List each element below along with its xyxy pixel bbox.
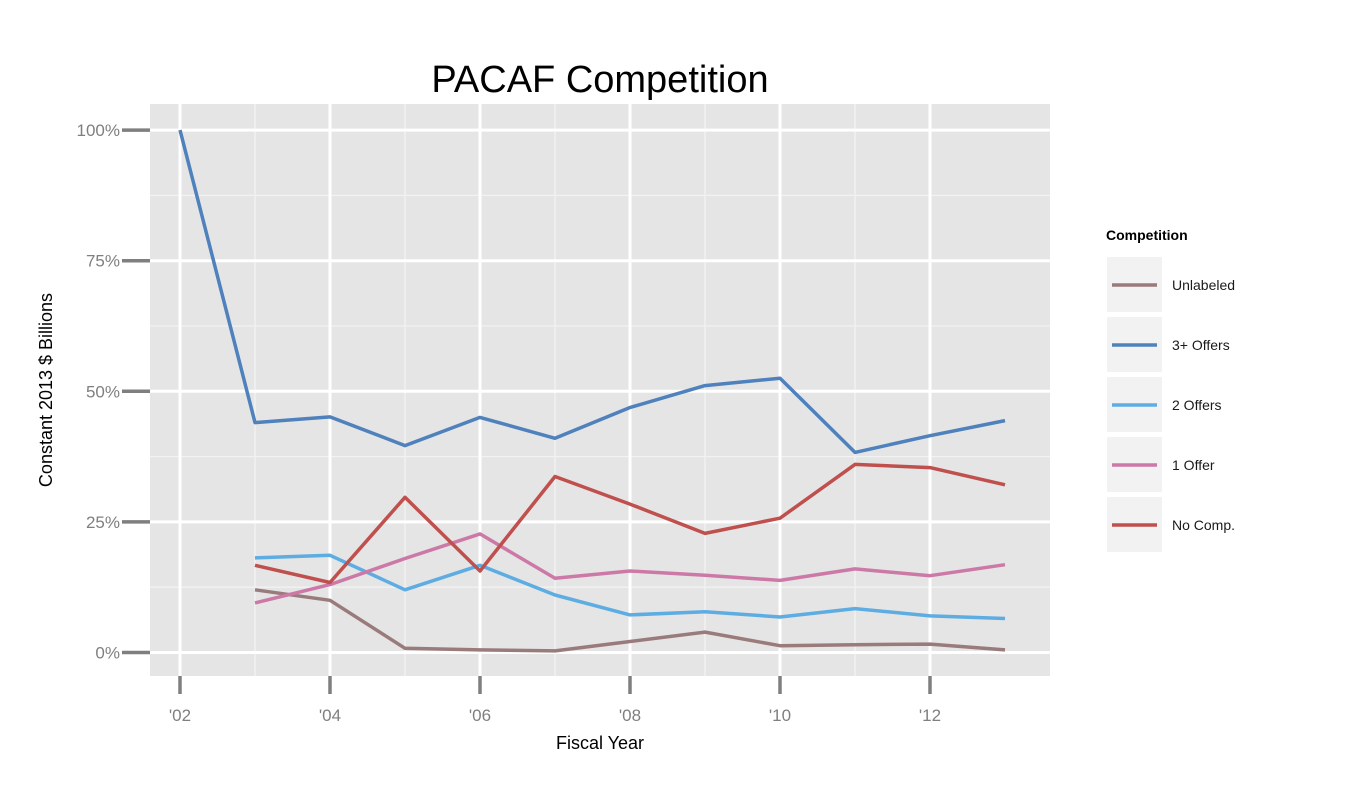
series-lines	[178, 129, 1006, 653]
x-tick-label: '02	[169, 706, 191, 725]
x-tick-label: '12	[919, 706, 941, 725]
series-line-1-offer	[254, 532, 1006, 605]
y-tick-label: 100%	[77, 121, 120, 140]
x-tick-label: '10	[769, 706, 791, 725]
legend-label-unlabeled: Unlabeled	[1172, 277, 1235, 293]
x-tick-label: '04	[319, 706, 341, 725]
legend-label-1-offer: 1 Offer	[1172, 457, 1215, 473]
legend-title: Competition	[1106, 227, 1188, 243]
y-axis-title: Constant 2013 $ Billions	[36, 293, 56, 487]
series-line-3-offers	[178, 129, 1006, 455]
y-tick-label: 25%	[86, 513, 120, 532]
legend: Competition Unlabeled 3+ Offers 2 Offers 1 …	[1106, 227, 1235, 552]
x-tick-label: '08	[619, 706, 641, 725]
series-line-2-offers	[254, 553, 1006, 621]
x-axis: '02 '04 '06 '08 '10 '12	[169, 676, 941, 725]
y-tick-label: 0%	[95, 643, 120, 662]
legend-label-3-offers: 3+ Offers	[1172, 337, 1230, 353]
chart-title: PACAF Competition	[431, 59, 768, 101]
x-axis-title: Fiscal Year	[556, 733, 644, 753]
y-axis: 0% 25% 50% 75% 100%	[77, 121, 150, 662]
series-line-no-comp	[254, 462, 1006, 585]
series-line-unlabeled	[254, 588, 1006, 653]
legend-label-no-comp: No Comp.	[1172, 517, 1235, 533]
minor-gridlines	[150, 104, 1050, 676]
y-tick-label: 75%	[86, 252, 120, 271]
y-tick-label: 50%	[86, 382, 120, 401]
legend-label-2-offers: 2 Offers	[1172, 397, 1222, 413]
x-tick-label: '06	[469, 706, 491, 725]
